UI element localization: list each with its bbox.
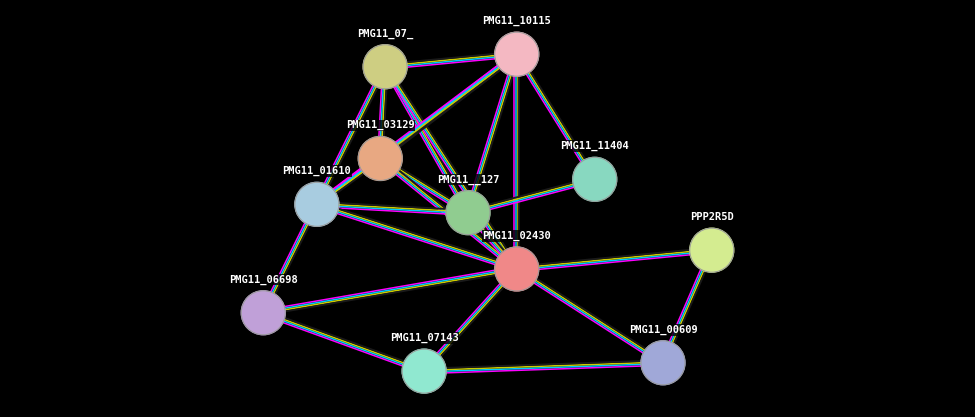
Text: PMG11_06698: PMG11_06698 xyxy=(229,274,297,285)
Text: PMG11_03129: PMG11_03129 xyxy=(346,120,414,131)
Text: PMG11_07_: PMG11_07_ xyxy=(357,28,413,39)
Text: PMG11_01610: PMG11_01610 xyxy=(283,166,351,176)
Circle shape xyxy=(402,349,447,393)
Circle shape xyxy=(494,32,539,76)
Text: PMG11_00609: PMG11_00609 xyxy=(629,324,697,335)
Text: PMG11_07143: PMG11_07143 xyxy=(390,333,458,343)
Circle shape xyxy=(358,136,403,181)
Text: PMG11__127: PMG11__127 xyxy=(437,174,499,185)
Text: PMG11_02430: PMG11_02430 xyxy=(483,231,551,241)
Text: PPP2R5D: PPP2R5D xyxy=(690,212,733,222)
Circle shape xyxy=(363,45,408,89)
Circle shape xyxy=(241,291,286,335)
Circle shape xyxy=(641,341,685,385)
Circle shape xyxy=(446,191,490,235)
Circle shape xyxy=(494,247,539,291)
Text: PMG11_10115: PMG11_10115 xyxy=(483,16,551,26)
Text: PMG11_11404: PMG11_11404 xyxy=(561,141,629,151)
Circle shape xyxy=(572,157,617,201)
Circle shape xyxy=(689,228,734,272)
Circle shape xyxy=(294,182,339,226)
